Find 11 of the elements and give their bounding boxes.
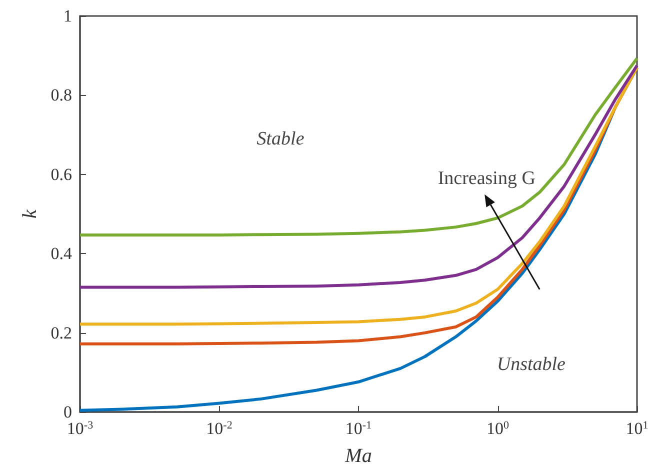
annotation: Stable: [256, 128, 304, 150]
y-tick-label: 0.4: [50, 244, 72, 264]
y-axis-title: k: [18, 208, 41, 218]
y-tick-label: 1: [64, 6, 72, 26]
y-tick-label: 0: [64, 402, 72, 422]
y-tick-label: 0.8: [50, 86, 72, 105]
annotation: Unstable: [496, 354, 566, 375]
y-tick-label: 0.2: [50, 323, 72, 342]
y-tick-label: 0.6: [50, 164, 72, 184]
annotation: Increasing G: [438, 168, 536, 189]
x-axis-title: Ma: [344, 445, 372, 467]
